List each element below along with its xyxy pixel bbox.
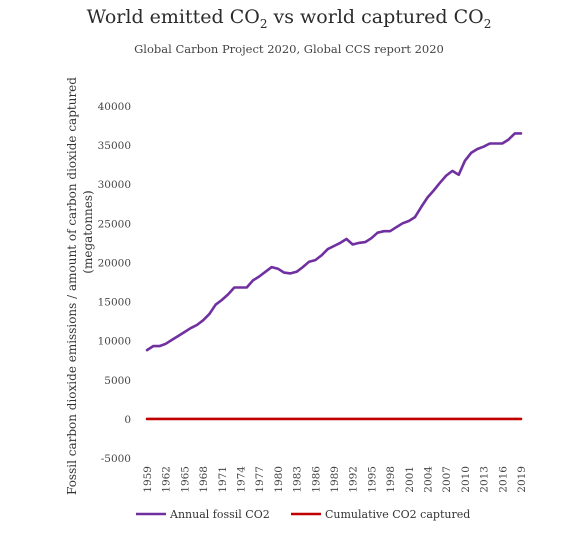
legend-label: Annual fossil CO2 <box>169 508 270 521</box>
y-axis-label: Fossil carbon dioxide emissions / amount… <box>65 77 79 495</box>
legend: Annual fossil CO2 Cumulative CO2 captured <box>136 508 470 521</box>
chart-subtitle: Global Carbon Project 2020, Global CCS r… <box>134 42 444 56</box>
chart-title-subscript: 2 <box>259 16 268 31</box>
x-tick-label: 1992 <box>348 466 360 493</box>
x-tick-label: 2013 <box>479 466 491 493</box>
y-tick-label: 10000 <box>98 336 131 348</box>
x-tick-label: 2016 <box>497 466 509 493</box>
x-tick-label: 2001 <box>404 466 416 493</box>
series-line-annual-fossil-co2 <box>145 132 523 352</box>
y-tick-label: 20000 <box>98 257 131 269</box>
series-lines <box>145 132 523 421</box>
chart-title-subscript: 2 <box>483 16 492 31</box>
x-tick-label: 2007 <box>441 466 453 493</box>
x-tick-label: 1968 <box>198 466 210 493</box>
x-tick-label: 1977 <box>254 466 266 493</box>
y-tick-label: 0 <box>124 414 131 426</box>
chart-title: World emitted CO2 vs world captured CO2 <box>0 6 578 31</box>
x-tick-label: 1995 <box>366 466 378 493</box>
y-tick-label: 15000 <box>98 297 131 309</box>
x-tick-label: 1983 <box>292 466 304 493</box>
x-tick-label: 1998 <box>385 466 397 493</box>
x-tick-label: 2010 <box>460 466 472 493</box>
y-tick-label: 35000 <box>98 140 131 152</box>
x-tick-label: 2019 <box>516 466 528 493</box>
chart-title-part: vs world captured CO <box>267 6 484 28</box>
x-tick-label: 2004 <box>423 466 435 493</box>
y-tick-label: 30000 <box>98 179 131 191</box>
legend-label: Cumulative CO2 captured <box>325 508 470 521</box>
x-tick-label: 1974 <box>236 466 248 493</box>
y-tick-label: 5000 <box>104 375 131 387</box>
y-tick-label: -5000 <box>101 453 131 465</box>
x-tick-label: 1971 <box>217 466 229 493</box>
x-tick-label: 1989 <box>329 466 341 493</box>
y-tick-label: 40000 <box>98 101 131 113</box>
x-tick-label: 1959 <box>142 466 154 493</box>
y-tick-label: 25000 <box>98 218 131 230</box>
x-tick-label: 1962 <box>161 466 173 493</box>
y-axis-ticks: 40000 35000 30000 25000 20000 15000 10000 5000 0… <box>98 101 131 465</box>
x-tick-label: 1965 <box>179 466 191 493</box>
x-tick-label: 1986 <box>310 466 322 493</box>
chart-title-part: World emitted CO <box>86 6 260 28</box>
x-tick-label: 1980 <box>273 466 285 493</box>
x-axis-ticks: 1959 1962 1965 1968 1971 1974 1977 1980 1983 1986… <box>142 466 528 493</box>
y-axis-label-unit: (megatonnes) <box>81 190 95 273</box>
